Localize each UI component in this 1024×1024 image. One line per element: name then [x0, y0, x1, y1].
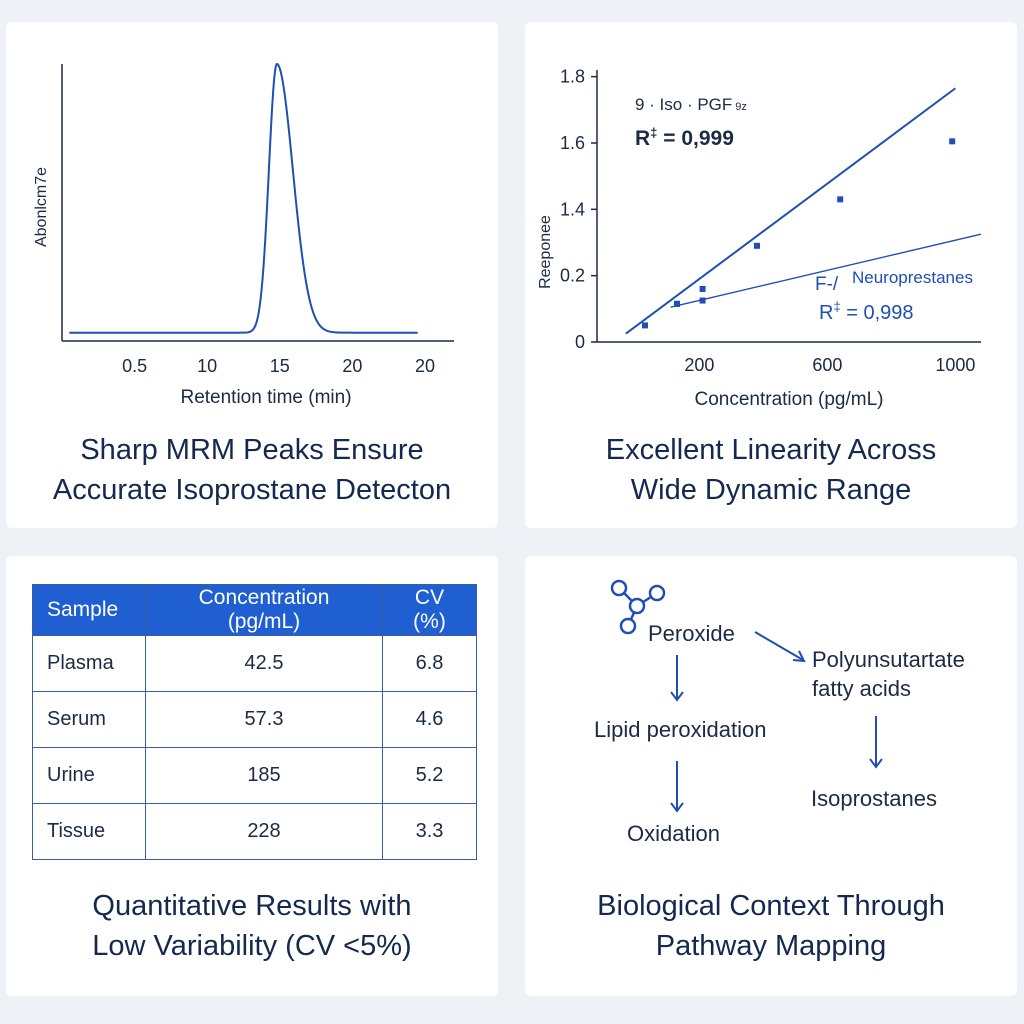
caption-line-2: Pathway Mapping: [655, 930, 887, 962]
pathway-arrows: [670, 631, 883, 813]
series-1-r2: R‡ = 0,999: [635, 125, 734, 150]
series-1-name-subscript: 9z: [735, 101, 747, 113]
data-point-series-2: [699, 297, 706, 304]
cell-cv: 6.8: [382, 635, 477, 692]
x-tick-label: 15: [270, 356, 290, 376]
x-axis-label: Retention time (min): [180, 387, 351, 408]
table-header-row: Sample Concentration (pg/mL) CV (%): [32, 584, 477, 636]
cell-sample: Urine: [32, 747, 146, 804]
calibration-caption: Excellent Linearity Across Wide Dynamic …: [525, 430, 1017, 510]
caption-line-2: Accurate Isoprostane Detecton: [52, 474, 452, 506]
chromatogram-panel: 0.5 10 15 20 20 Retention time (min) Abonlcm7e…: [6, 22, 498, 528]
x-axis-label: Concentration (pg/mL): [694, 389, 883, 410]
cell-sample: Serum: [32, 691, 146, 748]
data-point-series-1: [699, 285, 706, 292]
series-1-name: 9 · Iso · PGF 9z: [635, 95, 747, 114]
arrow-pufa-to-isoprostanes-icon: [869, 716, 883, 769]
x-tick-label: 1000: [935, 355, 975, 375]
fit-line-series-1: [625, 87, 956, 335]
arrow-peroxide-to-pufa-icon: [754, 631, 806, 663]
caption-line-1: Quantitative Results with: [92, 890, 412, 922]
y-axis-label: Reeponee: [537, 215, 554, 289]
y-tick-label: 1.8: [560, 67, 585, 87]
chromatogram-trace: [69, 63, 418, 334]
table-row: Tissue 228 3.3: [32, 803, 477, 860]
node-pufa-line-1: Polyunsutartate: [812, 647, 965, 672]
caption-line-1: Excellent Linearity Across: [605, 434, 937, 466]
table-row: Plasma 42.5 6.8: [32, 635, 477, 692]
series-2-r2-superscript: ‡: [833, 299, 840, 314]
cell-concentration: 42.5: [145, 635, 383, 692]
series-2-name: Neuroprestanes: [852, 268, 973, 287]
x-tick-label: 200: [684, 355, 714, 375]
data-point-series-1: [837, 196, 844, 203]
table-row: Urine 185 5.2: [32, 747, 477, 804]
header-concentration: Concentration (pg/mL): [145, 584, 383, 636]
x-tick-label: 0.5: [122, 356, 147, 376]
y-tick-label: 0.2: [560, 266, 585, 286]
calibration-chart: 0 0.2 1.4 1.6 1.8 200 600 1000 Concentration (pg…: [537, 67, 982, 410]
node-isoprostanes: Isoprostanes: [811, 786, 937, 811]
series-2-r2-value: = 0,998: [841, 302, 914, 324]
caption-line-1: Sharp MRM Peaks Ensure: [80, 434, 424, 466]
cell-sample: Tissue: [32, 803, 146, 860]
pathway-panel: Peroxide Polyunsutartate fatty acids Lip…: [525, 556, 1017, 996]
node-pufa-line-2: fatty acids: [812, 676, 912, 701]
x-tick-label: 600: [812, 355, 842, 375]
cell-concentration: 185: [145, 747, 383, 804]
cell-cv: 3.3: [382, 803, 477, 860]
y-tick-label: 1.6: [560, 133, 585, 153]
calibration-panel: 0 0.2 1.4 1.6 1.8 200 600 1000 Concentration (pg…: [525, 22, 1017, 528]
fit-line-series-2: [670, 233, 982, 308]
results-caption: Quantitative Results with Low Variabilit…: [6, 886, 498, 966]
data-point-series-1: [754, 242, 760, 249]
results-panel: Sample Concentration (pg/mL) CV (%) Plas…: [6, 556, 498, 996]
chromatogram-caption: Sharp MRM Peaks Ensure Accurate Isoprost…: [6, 430, 498, 510]
y-axis-label: Abonlcm7e: [33, 167, 50, 247]
node-oxidation: Oxidation: [627, 821, 720, 846]
cell-concentration: 57.3: [145, 691, 383, 748]
chromatogram-chart: 0.5 10 15 20 20 Retention time (min) Abonlcm7e: [33, 63, 454, 408]
caption-line-1: Biological Context Through: [597, 890, 945, 922]
cell-sample: Plasma: [32, 635, 146, 692]
series-1-r2-superscript: ‡: [650, 125, 657, 140]
arrow-lipid-to-oxidation-icon: [670, 761, 684, 813]
pathway-caption: Biological Context Through Pathway Mappi…: [525, 886, 1017, 966]
x-tick-label: 20: [415, 356, 435, 376]
cell-cv: 4.6: [382, 691, 477, 748]
results-table: Sample Concentration (pg/mL) CV (%) Plas…: [32, 584, 477, 860]
y-tick-label: 0: [575, 332, 585, 352]
caption-line-2: Wide Dynamic Range: [630, 474, 912, 506]
pathway-diagram: [610, 579, 883, 813]
molecule-icon: [610, 579, 666, 635]
x-tick-label: 10: [197, 356, 217, 376]
x-tick-label: 20: [342, 356, 362, 376]
header-cv: CV (%): [382, 584, 477, 636]
table-row: Serum 57.3 4.6: [32, 691, 477, 748]
series-1-r2-value: = 0,999: [657, 127, 733, 150]
series-2-r2: R‡ = 0,998: [819, 299, 914, 324]
node-peroxide: Peroxide: [648, 621, 735, 646]
series-2-symbol: F-/: [815, 274, 839, 295]
y-tick-label: 1.4: [560, 199, 585, 219]
header-sample: Sample: [32, 584, 146, 636]
data-point-series-1: [642, 322, 648, 329]
cell-cv: 5.2: [382, 747, 477, 804]
data-point-series-2: [674, 300, 680, 307]
arrow-peroxide-to-lipid-icon: [670, 655, 684, 702]
cell-concentration: 228: [145, 803, 383, 860]
caption-line-2: Low Variability (CV <5%): [92, 930, 412, 962]
data-point-series-1: [949, 138, 956, 145]
node-lipid-peroxidation: Lipid peroxidation: [594, 717, 767, 742]
